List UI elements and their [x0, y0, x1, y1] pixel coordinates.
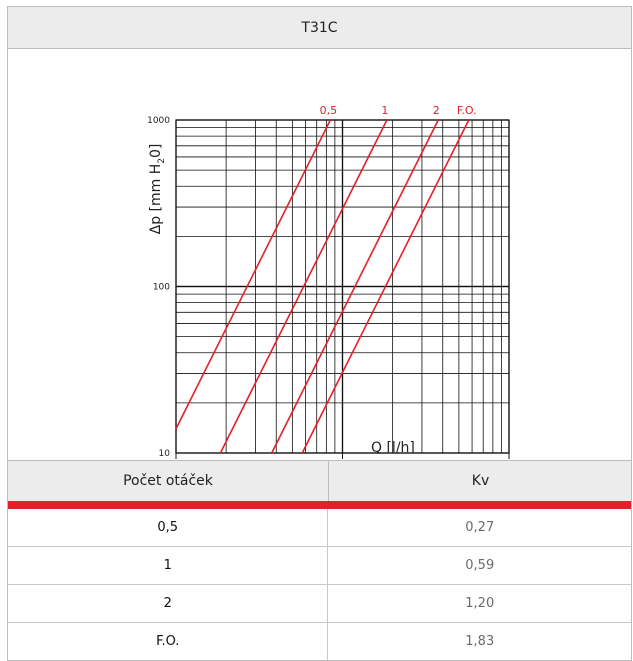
x-axis-label: Q [l/h] [371, 440, 415, 456]
turns-cell: 2 [8, 585, 329, 622]
kv-cell: 1,83 [465, 634, 495, 649]
table-body: 0,5 0,27 1 0,59 2 1,20 F.O. 1,83 [8, 509, 631, 660]
table-row: 0,5 0,27 [8, 509, 631, 546]
kv-cell: 0,59 [465, 558, 495, 573]
col-header-turns: Počet otáček [8, 461, 329, 501]
table-row: 1 0,59 [8, 546, 631, 584]
turns-cell: 0,5 [8, 509, 329, 546]
kv-cell: 0,27 [465, 520, 495, 535]
table-header: Počet otáček Kv [8, 461, 631, 501]
curve-label: 2 [433, 104, 440, 117]
y-axis-label: Δp [mm H20] [148, 144, 167, 235]
y-tick-label: 10 [159, 449, 171, 459]
col-header-kv: Kv [471, 473, 490, 489]
curve-label: 0,5 [320, 104, 338, 117]
curve-label: F.O. [457, 104, 477, 117]
curve-1 [175, 119, 332, 430]
curve-4 [301, 119, 470, 454]
chart-title-bar: T31C [8, 7, 631, 49]
accent-band [8, 501, 631, 509]
table-row: 2 1,20 [8, 584, 631, 622]
y-tick-label: 100 [153, 283, 170, 293]
curve-3 [271, 119, 439, 454]
kv-cell: 1,20 [465, 596, 495, 611]
turns-cell: F.O. [8, 623, 329, 660]
y-tick-label: 1000 [147, 116, 170, 126]
chart-title: T31C [301, 19, 338, 36]
curve-2 [219, 119, 388, 454]
turns-cell: 1 [8, 547, 329, 584]
table-row: F.O. 1,83 [8, 622, 631, 660]
curve-label: 1 [381, 104, 388, 117]
